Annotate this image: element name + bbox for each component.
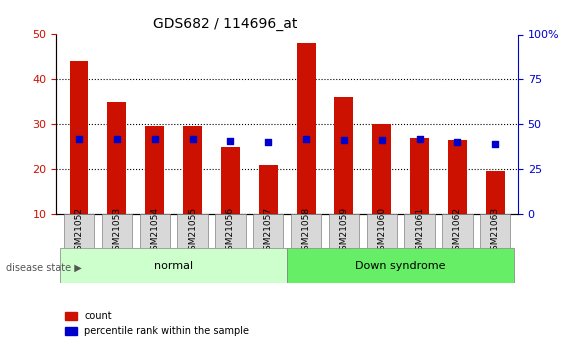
Text: GSM21056: GSM21056 bbox=[226, 207, 235, 256]
Text: GSM21058: GSM21058 bbox=[302, 207, 311, 256]
Point bbox=[188, 137, 197, 142]
Text: GSM21063: GSM21063 bbox=[491, 207, 500, 256]
FancyBboxPatch shape bbox=[64, 214, 94, 248]
Bar bbox=[372, 124, 391, 259]
Bar bbox=[448, 140, 467, 259]
FancyBboxPatch shape bbox=[291, 214, 321, 248]
Bar bbox=[145, 126, 164, 259]
Text: GSM21059: GSM21059 bbox=[339, 207, 348, 256]
FancyBboxPatch shape bbox=[443, 214, 472, 248]
Bar bbox=[334, 97, 354, 259]
FancyBboxPatch shape bbox=[215, 214, 245, 248]
Text: GSM21062: GSM21062 bbox=[453, 207, 462, 256]
FancyBboxPatch shape bbox=[329, 214, 359, 248]
Text: GSM21054: GSM21054 bbox=[150, 207, 159, 256]
Bar bbox=[486, 171, 504, 259]
Text: GDS682 / 114696_at: GDS682 / 114696_at bbox=[153, 17, 297, 31]
Point bbox=[415, 136, 424, 141]
Bar bbox=[108, 102, 126, 259]
Point bbox=[74, 137, 83, 142]
Point bbox=[339, 138, 348, 143]
Bar bbox=[221, 147, 240, 259]
Point bbox=[491, 141, 500, 147]
Point bbox=[150, 136, 159, 141]
FancyBboxPatch shape bbox=[60, 248, 287, 283]
FancyBboxPatch shape bbox=[140, 214, 170, 248]
Text: disease state ▶: disease state ▶ bbox=[6, 263, 82, 272]
Legend: count, percentile rank within the sample: count, percentile rank within the sample bbox=[61, 307, 253, 340]
Text: GSM21057: GSM21057 bbox=[263, 207, 272, 256]
FancyBboxPatch shape bbox=[177, 214, 208, 248]
FancyBboxPatch shape bbox=[367, 214, 397, 248]
Text: Down syndrome: Down syndrome bbox=[355, 261, 446, 270]
Point bbox=[263, 139, 272, 145]
Point bbox=[302, 136, 311, 141]
Point bbox=[113, 137, 122, 142]
FancyBboxPatch shape bbox=[253, 214, 283, 248]
Text: normal: normal bbox=[154, 261, 193, 270]
Text: GSM21061: GSM21061 bbox=[415, 207, 424, 256]
FancyBboxPatch shape bbox=[287, 248, 514, 283]
Point bbox=[226, 138, 235, 144]
Point bbox=[453, 139, 462, 145]
Text: GSM21052: GSM21052 bbox=[74, 207, 83, 256]
Text: GSM21060: GSM21060 bbox=[377, 207, 386, 256]
Point bbox=[377, 138, 386, 143]
Text: GSM21053: GSM21053 bbox=[113, 207, 122, 256]
Bar bbox=[259, 165, 278, 259]
FancyBboxPatch shape bbox=[404, 214, 435, 248]
Bar bbox=[183, 126, 202, 259]
FancyBboxPatch shape bbox=[480, 214, 511, 248]
Bar bbox=[297, 43, 315, 259]
FancyBboxPatch shape bbox=[102, 214, 132, 248]
Bar bbox=[410, 138, 429, 259]
Bar bbox=[70, 61, 88, 259]
Text: GSM21055: GSM21055 bbox=[188, 207, 197, 256]
